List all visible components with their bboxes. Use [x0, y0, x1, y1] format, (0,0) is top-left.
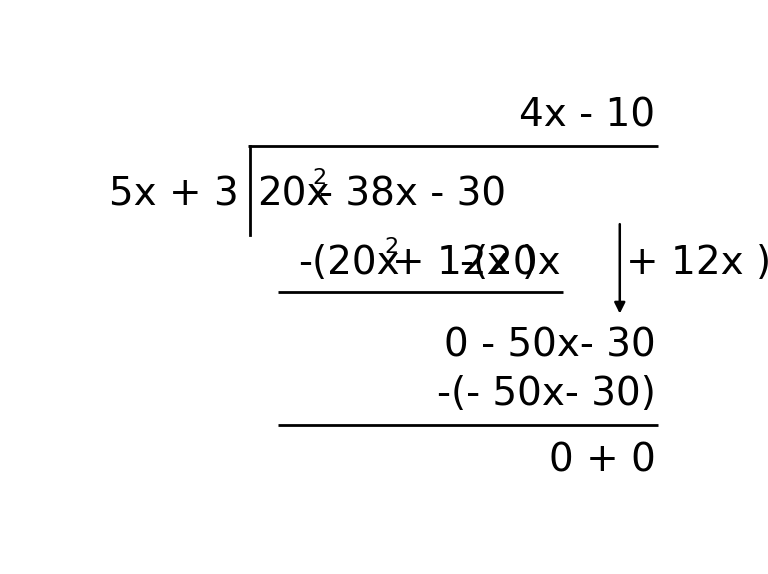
Text: 5x + 3: 5x + 3 — [109, 176, 239, 214]
Text: 0 - 50x- 30: 0 - 50x- 30 — [444, 326, 656, 364]
Text: 20x: 20x — [257, 176, 329, 214]
Text: 2: 2 — [385, 236, 399, 257]
Text: -(- 50x- 30): -(- 50x- 30) — [437, 375, 656, 413]
Text: 2: 2 — [312, 168, 326, 188]
Text: - 38x - 30: - 38x - 30 — [319, 176, 506, 214]
Text: -(20x: -(20x — [458, 245, 561, 282]
Text: 4x - 10: 4x - 10 — [519, 96, 656, 134]
Text: 0 + 0: 0 + 0 — [548, 441, 656, 479]
Text: -(20x: -(20x — [299, 245, 400, 282]
Text: + 12x ): + 12x ) — [392, 245, 537, 282]
Text: + 12x ): + 12x ) — [626, 245, 768, 282]
